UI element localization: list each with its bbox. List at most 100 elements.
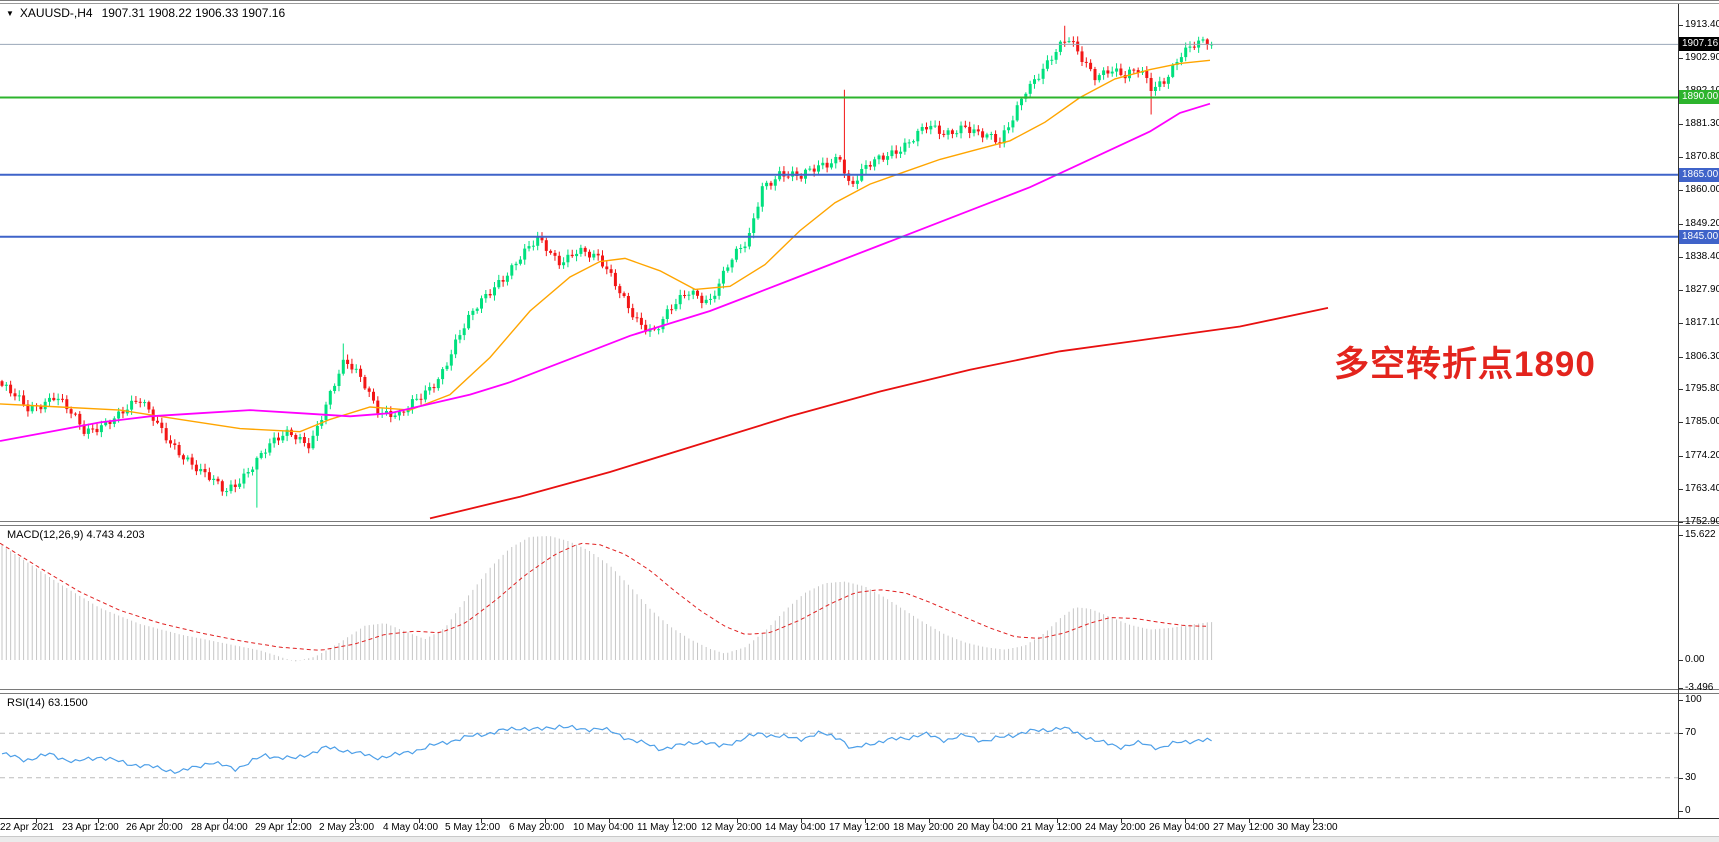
macd-scale-tick [1679,688,1683,689]
rsi-scale-label: 100 [1685,694,1702,705]
window-top-border-inner [0,3,1719,4]
macd-scale-label: 0.00 [1685,654,1705,665]
time-tick-label: 24 May 20:00 [1085,822,1146,833]
price-tick-label: 1806.30 [1685,351,1719,362]
price-tick-label: 1752.90 [1685,516,1719,527]
ma-slow-line[interactable] [429,307,1329,520]
time-tick [1057,819,1058,823]
price-tick-label: 1785.00 [1685,416,1719,427]
rsi-scale-tick [1679,700,1683,701]
price-tick-label: 1881.30 [1685,118,1719,129]
macd-scale-label: 15.622 [1685,529,1716,540]
time-tick [1249,819,1250,823]
rsi-scale-label: 0 [1685,805,1691,816]
rsi-scale-label: 30 [1685,772,1697,783]
price-axis[interactable]: 1913.401902.901892.101881.301870.801860.… [1678,0,1719,842]
time-tick-label: 21 May 12:00 [1021,822,1082,833]
time-tick-label: 26 May 04:00 [1149,822,1210,833]
price-tick [1679,124,1683,125]
price-tick [1679,422,1683,423]
price-tick-label: 1870.80 [1685,151,1719,162]
price-tick [1679,456,1683,457]
price-tick-label: 1774.20 [1685,450,1719,461]
time-tick-label: 26 Apr 20:00 [126,822,183,833]
price-tick [1679,522,1683,523]
ohlc-values: 1907.31 1908.22 1906.33 1907.16 [101,6,286,20]
price-tick [1679,58,1683,59]
time-tick-label: 23 Apr 12:00 [62,822,119,833]
time-tick-label: 29 Apr 12:00 [255,822,312,833]
time-tick [865,819,866,823]
price-tick [1679,224,1683,225]
time-tick [162,819,163,823]
price-tick-label: 1849.20 [1685,218,1719,229]
price-tick [1679,357,1683,358]
price-tick [1679,323,1683,324]
time-tick-label: 6 May 20:00 [509,822,565,833]
chart-header: ▼ XAUUSD-,H4 1907.31 1908.22 1906.33 1907.… [6,6,285,20]
collapse-arrow-icon[interactable]: ▼ [6,9,14,18]
annotation-text[interactable]: 多空转折点1890 [1334,345,1596,384]
time-tick-label: 28 Apr 04:00 [191,822,248,833]
rsi-scale-tick [1679,733,1683,734]
rsi-scale-tick [1679,811,1683,812]
window-top-border [0,0,1719,1]
time-tick [1313,819,1314,823]
time-tick-label: 5 May 12:00 [445,822,501,833]
price-tick [1679,257,1683,258]
time-tick-label: 22 Apr 2021 [0,822,54,833]
rsi-scale-tick [1679,778,1683,779]
time-tick [993,819,994,823]
time-tick [227,819,228,823]
price-tick [1679,389,1683,390]
time-tick [419,819,420,823]
price-level-badge: 1845.00 [1679,230,1719,244]
time-tick-label: 10 May 04:00 [573,822,634,833]
time-tick-label: 18 May 20:00 [893,822,954,833]
ma-fast-line[interactable] [0,59,1211,433]
price-tick-label: 1902.90 [1685,52,1719,63]
price-chart-canvas[interactable] [0,4,1678,521]
rsi-scale-label: 70 [1685,727,1697,738]
macd-histogram [1,536,1213,662]
price-level-badge: 1890.00 [1679,90,1719,104]
price-axis-separator [1678,4,1679,819]
price-tick-label: 1817.10 [1685,317,1719,328]
time-tick [545,819,546,823]
symbol-period-label: XAUUSD-,H4 [19,6,93,20]
time-tick-label: 12 May 20:00 [701,822,762,833]
panel-splitter-rsi[interactable] [0,689,1719,694]
rsi-panel-canvas[interactable] [0,693,1678,818]
price-tick-label: 1860.00 [1685,184,1719,195]
macd-indicator-label: MACD(12,26,9) 4.743 4.203 [7,529,145,541]
panel-splitter-macd[interactable] [0,521,1719,526]
time-tick [36,819,37,823]
time-tick-label: 17 May 12:00 [829,822,890,833]
time-tick-label: 2 May 23:00 [319,822,375,833]
time-tick-label: 11 May 12:00 [637,822,697,833]
rsi-indicator-label: RSI(14) 63.1500 [7,697,88,709]
window-bottom-edge [0,836,1719,842]
time-tick [98,819,99,823]
macd-scale-label: -3.496 [1685,682,1714,693]
time-tick [929,819,930,823]
macd-panel-canvas[interactable] [0,525,1678,689]
price-level-badge: 1865.00 [1679,168,1719,182]
price-level-badge: 1907.16 [1679,37,1719,51]
time-tick [737,819,738,823]
time-tick [801,819,802,823]
price-tick-label: 1795.80 [1685,383,1719,394]
time-tick-label: 20 May 04:00 [957,822,1018,833]
time-tick [355,819,356,823]
price-tick-label: 1827.90 [1685,284,1719,295]
rsi-line [1,724,1212,774]
time-axis[interactable]: 22 Apr 2021 23 Apr 12:00 26 Apr 20:00 28 Ap… [0,819,1678,836]
ma-mid-line[interactable] [0,102,1211,442]
price-tick [1679,489,1683,490]
time-tick-label: 27 May 12:00 [1213,822,1274,833]
price-tick [1679,25,1683,26]
time-tick [1121,819,1122,823]
time-axis-border [0,818,1719,819]
time-tick [609,819,610,823]
